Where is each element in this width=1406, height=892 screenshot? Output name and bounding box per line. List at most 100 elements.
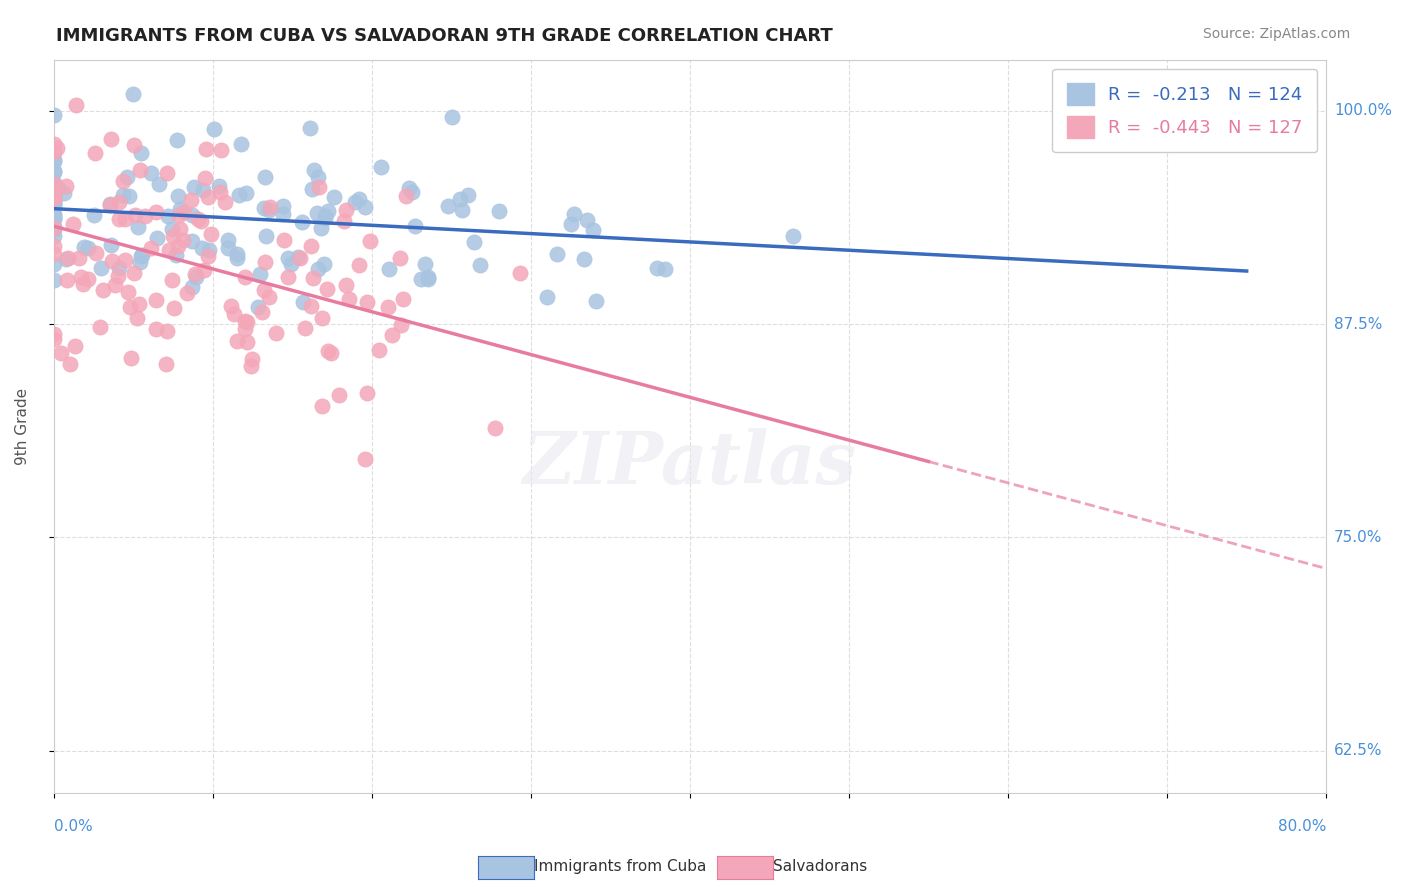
Point [354, 200, 377, 214]
Point [118, 300, 141, 314]
Point [273, 233, 295, 247]
Point [162, 273, 184, 287]
Point [42, 220, 65, 235]
Point [409, 272, 432, 286]
Point [214, 195, 236, 210]
Point [183, 267, 205, 281]
Text: Salvadorans: Salvadorans [773, 859, 868, 874]
Point [108, 195, 131, 210]
Point [347, 192, 370, 206]
Text: 75.0%: 75.0% [1334, 530, 1382, 545]
Point [254, 228, 277, 243]
Point [146, 231, 169, 245]
Point [42, 176, 65, 190]
Point [118, 188, 141, 202]
Point [129, 254, 152, 268]
Point [72, 277, 94, 292]
Point [440, 110, 463, 124]
Point [416, 272, 439, 286]
Point [169, 222, 191, 236]
Point [217, 233, 239, 247]
Point [111, 174, 134, 188]
Point [173, 205, 195, 219]
Point [536, 290, 558, 304]
Point [645, 261, 668, 276]
Point [42, 164, 65, 178]
Point [302, 271, 325, 285]
Point [162, 229, 184, 244]
Point [42, 137, 65, 152]
Point [107, 211, 129, 226]
Point [127, 219, 149, 234]
Point [304, 163, 326, 178]
Point [104, 278, 127, 293]
Point [394, 188, 416, 202]
Point [100, 132, 122, 146]
Point [314, 211, 336, 225]
Point [235, 269, 257, 284]
Point [249, 267, 271, 281]
Point [463, 235, 485, 249]
Point [194, 170, 217, 185]
Point [157, 243, 180, 257]
Point [572, 252, 595, 267]
Point [183, 180, 205, 194]
Point [228, 188, 250, 202]
Point [156, 324, 179, 338]
Point [197, 243, 219, 257]
Text: 62.5%: 62.5% [1334, 743, 1382, 758]
Point [180, 193, 202, 207]
Point [65, 98, 87, 112]
Point [197, 249, 219, 263]
Point [42, 247, 65, 261]
Point [145, 293, 167, 307]
Point [128, 162, 150, 177]
Point [42, 186, 65, 200]
Point [42, 211, 65, 226]
Point [277, 270, 299, 285]
Point [167, 208, 190, 222]
Point [42, 257, 65, 271]
Point [162, 301, 184, 315]
Point [416, 269, 439, 284]
Point [312, 257, 335, 271]
Point [73, 239, 96, 253]
Point [42, 145, 65, 159]
Point [115, 170, 138, 185]
Point [240, 359, 263, 374]
Point [84, 146, 107, 161]
Point [585, 293, 607, 308]
Point [311, 310, 333, 325]
Point [280, 257, 302, 271]
Point [51, 346, 73, 360]
Point [165, 247, 187, 261]
Text: ZIPatlas: ZIPatlas [523, 427, 858, 499]
Point [450, 203, 472, 218]
Text: 80.0%: 80.0% [1278, 819, 1326, 834]
Point [59, 358, 82, 372]
Point [56, 273, 79, 287]
Point [353, 451, 375, 466]
Point [250, 305, 273, 319]
Point [42, 196, 65, 211]
Point [42, 209, 65, 223]
Point [90, 260, 112, 275]
Point [42, 273, 65, 287]
Point [299, 239, 322, 253]
Point [488, 204, 510, 219]
Point [139, 165, 162, 179]
Point [112, 188, 135, 202]
Point [316, 344, 339, 359]
Point [121, 87, 143, 101]
Point [108, 260, 131, 275]
Point [319, 345, 342, 359]
Point [437, 199, 460, 213]
Point [415, 257, 437, 271]
Point [176, 286, 198, 301]
Point [190, 214, 212, 228]
Point [128, 296, 150, 310]
Point [309, 221, 332, 235]
Point [328, 387, 350, 401]
Point [332, 214, 354, 228]
Point [42, 188, 65, 202]
